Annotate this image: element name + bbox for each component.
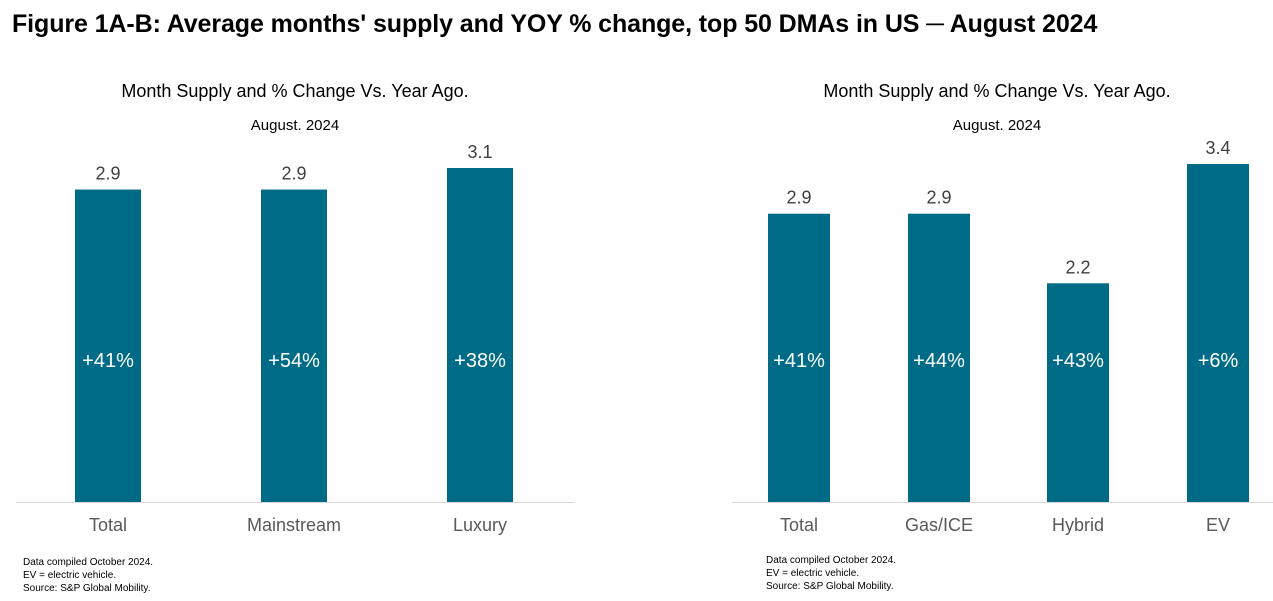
bar-ev [1187, 164, 1249, 502]
x-tick-label: Luxury [453, 515, 507, 535]
data-label: 3.4 [1205, 138, 1230, 158]
x-tick-label: Hybrid [1052, 515, 1104, 535]
note-line: Data compiled October 2024. [23, 557, 154, 568]
note-line: Source: S&P Global Mobility. [766, 581, 894, 592]
chart-panel-b: Month Supply and % Change Vs. Year Ago. … [636, 0, 1273, 601]
yoy-change-label: +6% [1198, 350, 1239, 372]
note-line: EV = electric vehicle. [766, 568, 860, 579]
chart-notes: Data compiled October 2024. EV = electri… [766, 554, 896, 593]
yoy-change-label: +41% [82, 350, 134, 372]
chart-subtitle: August. 2024 [952, 117, 1042, 134]
yoy-change-label: +44% [913, 350, 965, 372]
x-tick-label: Mainstream [247, 515, 341, 535]
bar-total [768, 213, 830, 503]
bar-luxury [447, 168, 513, 502]
data-label: 2.9 [281, 164, 306, 184]
chart-subtitle: August. 2024 [250, 117, 340, 134]
yoy-change-label: +38% [454, 350, 506, 372]
x-tick-label: Total [89, 515, 127, 535]
note-line: Data compiled October 2024. [766, 555, 897, 566]
bar-chart-a: 2.9 +41% Total 2.9 +54% Mainstream 3.1 +38% Luxu… [16, 142, 575, 535]
data-label: 2.9 [95, 164, 120, 184]
note-line: EV = electric vehicle. [23, 570, 117, 581]
chart-title: Month Supply and % Change Vs. Year Ago. [121, 81, 469, 101]
chart-title: Month Supply and % Change Vs. Year Ago. [823, 81, 1171, 101]
figure-title: Figure 1A-B: Average months' supply and … [12, 10, 1098, 38]
bar-hybrid [1047, 283, 1109, 502]
data-label: 3.1 [467, 142, 492, 162]
yoy-change-label: +41% [773, 350, 825, 372]
x-tick-label: Gas/ICE [905, 515, 973, 535]
note-line: Source: S&P Global Mobility. [23, 583, 151, 594]
x-tick-label: EV [1206, 515, 1230, 535]
yoy-change-label: +43% [1052, 350, 1104, 372]
chart-notes: Data compiled October 2024. EV = electri… [23, 556, 153, 595]
data-label: 2.9 [926, 188, 951, 208]
x-tick-label: Total [780, 515, 818, 535]
chart-panel-a: Month Supply and % Change Vs. Year Ago. … [0, 0, 636, 601]
bar-mainstream [261, 189, 327, 502]
data-label: 2.9 [786, 188, 811, 208]
yoy-change-label: +54% [268, 350, 320, 372]
bar-gas-ice [908, 213, 970, 503]
bar-chart-b: 2.9 +41% Total 2.9 +44% Gas/ICE 2.2 +43% Hybrid 3… [732, 138, 1273, 535]
data-label: 2.2 [1065, 257, 1090, 277]
bar-total [75, 189, 141, 502]
